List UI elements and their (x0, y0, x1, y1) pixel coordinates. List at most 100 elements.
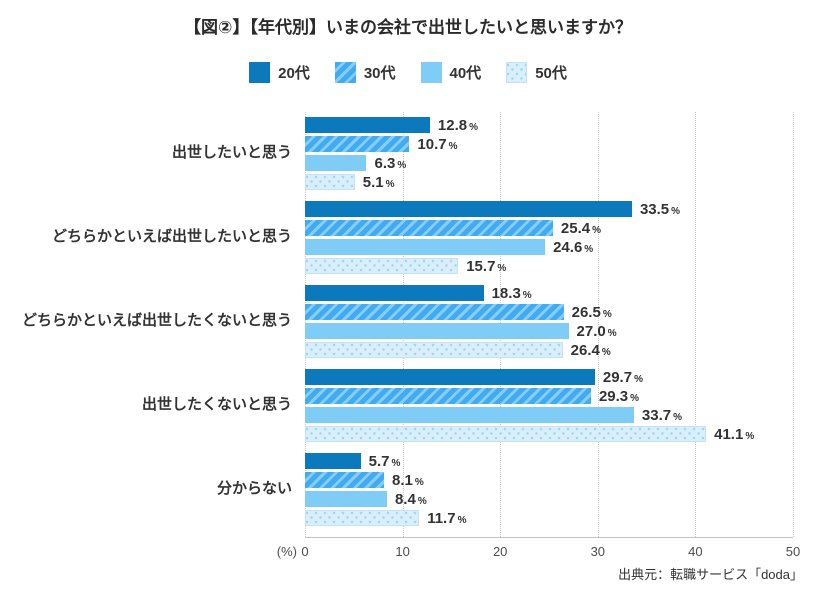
bar-row-40s: 24.6% (305, 239, 793, 255)
value-label: 15.7% (466, 259, 506, 274)
value-number: 27.0 (576, 322, 606, 340)
bar-30s (305, 472, 385, 488)
value-number: 29.7 (602, 368, 633, 386)
value-unit: % (630, 392, 640, 404)
bar-20s (305, 453, 361, 469)
bar-chart: 出世したいと思う 12.8% 10.7% 6.3% 5.1% どちらかといえば出世したいと… (0, 112, 816, 538)
gridline-50 (793, 112, 794, 537)
bar-row-50s: 15.7% (305, 258, 793, 274)
value-unit: % (469, 121, 479, 133)
gridline-40 (695, 112, 697, 537)
source-credit: 出典元：転職サービス「doda」 (618, 567, 803, 582)
bar-row-40s: 8.4% (305, 491, 793, 507)
value-number: 8.4 (394, 490, 416, 508)
category-group-1: どちらかといえば出世したいと思う 33.5% 25.4% 24.6% 15.7% (0, 201, 816, 274)
value-unit: % (601, 346, 611, 358)
bar-40s (305, 407, 634, 423)
category-group-2: どちらかといえば出世したくないと思う 18.3% 26.5% 27.0% 26.4% (0, 285, 816, 358)
legend-label-20s: 20代 (278, 64, 310, 82)
x-axis-unit: (%) (276, 544, 297, 559)
value-number: 11.7 (427, 509, 456, 527)
bar-30s (305, 388, 591, 404)
x-tick-30: 30 (590, 544, 606, 559)
value-number: 5.7 (368, 452, 390, 470)
value-label: 26.4% (571, 343, 611, 358)
x-tick-10: 10 (395, 544, 410, 559)
bar-stack-2: 18.3% 26.5% 27.0% 26.4% (305, 285, 793, 358)
value-unit: % (417, 495, 427, 507)
category-label-1: どちらかといえば出世したいと思う (51, 228, 292, 246)
value-unit: % (673, 411, 683, 423)
bar-row-20s: 33.5% (305, 201, 793, 217)
bar-30s (305, 220, 553, 236)
value-unit: % (457, 514, 467, 526)
bar-50s (305, 510, 420, 526)
chart-title: 【図②】【年代別】いまの会社で出世したいと思いますか？ (184, 18, 632, 37)
legend-swatch-30s (334, 61, 356, 83)
value-unit: % (592, 224, 601, 236)
category-label-4: 分からない (216, 480, 292, 498)
value-number: 29.3 (598, 387, 629, 405)
bar-stack-1: 33.5% 25.4% 24.6% 15.7% (305, 201, 793, 274)
value-number: 24.6 (553, 238, 583, 256)
value-unit: % (607, 327, 617, 339)
value-number: 26.5 (571, 303, 601, 321)
bar-row-20s: 18.3% (305, 285, 793, 301)
gridline-30 (597, 112, 599, 537)
value-unit: % (584, 243, 594, 255)
x-tick-50: 50 (785, 544, 801, 559)
bar-row-50s: 11.7% (305, 510, 793, 526)
x-axis: (%) 0 10 20 30 40 50 (277, 544, 800, 560)
x-tick-40: 40 (688, 544, 703, 559)
category-group-4: 分からない 5.7% 8.1% 8.4% 11.7% (0, 453, 816, 526)
value-label: 6.3% (374, 156, 406, 171)
legend: 20代 30代 40代 50代 (0, 61, 816, 83)
value-label: 27.0% (577, 324, 617, 339)
value-number: 33.7 (641, 406, 672, 424)
value-unit: % (391, 457, 401, 469)
bar-30s (305, 136, 410, 152)
bar-row-30s: 10.7% (305, 136, 793, 152)
value-label: 29.3% (599, 389, 639, 404)
value-label: 12.8% (438, 118, 478, 133)
value-label: 33.7% (642, 408, 682, 423)
value-label: 29.7% (603, 370, 643, 385)
bar-row-20s: 5.7% (305, 453, 793, 469)
bar-40s (305, 239, 546, 255)
legend-swatch-20s (249, 61, 271, 83)
value-number: 33.5 (639, 200, 670, 218)
bar-row-20s: 12.8% (305, 117, 793, 133)
value-number: 41.1 (714, 425, 744, 443)
value-number: 5.1 (362, 173, 384, 191)
value-unit: % (497, 262, 507, 274)
bar-row-20s: 29.7% (305, 369, 793, 385)
value-number: 10.7 (417, 135, 447, 153)
value-unit: % (671, 205, 681, 217)
bar-30s (305, 304, 564, 320)
bar-groups: 出世したいと思う 12.8% 10.7% 6.3% 5.1% どちらかといえば出世したいと… (0, 112, 816, 526)
bar-stack-4: 5.7% 8.1% 8.4% 11.7% (305, 453, 793, 526)
value-unit: % (385, 178, 395, 190)
value-label: 5.7% (369, 454, 401, 469)
legend-label-30s: 30代 (363, 64, 396, 82)
value-number: 25.4 (560, 219, 591, 237)
bar-40s (305, 155, 367, 171)
bar-row-30s: 8.1% (305, 472, 793, 488)
legend-item-30s: 30代 (334, 61, 396, 83)
bar-row-30s: 29.3% (305, 388, 793, 404)
value-label: 25.4% (561, 221, 601, 236)
bar-row-30s: 26.5% (305, 304, 793, 320)
bar-stack-3: 29.7% 29.3% 33.7% 41.1% (305, 369, 793, 442)
value-label: 18.3% (492, 286, 532, 301)
category-group-3: 出世したくないと思う 29.7% 29.3% 33.7% 41.1% (0, 369, 816, 442)
value-unit: % (634, 373, 643, 385)
bar-row-30s: 25.4% (305, 220, 793, 236)
legend-swatch-40s (420, 61, 442, 83)
bar-40s (305, 323, 569, 339)
bar-row-40s: 27.0% (305, 323, 793, 339)
value-label: 33.5% (640, 202, 680, 217)
value-label: 26.5% (572, 305, 612, 320)
category-label-2: どちらかといえば出世したくないと思う (21, 312, 292, 330)
bar-20s (305, 201, 632, 217)
